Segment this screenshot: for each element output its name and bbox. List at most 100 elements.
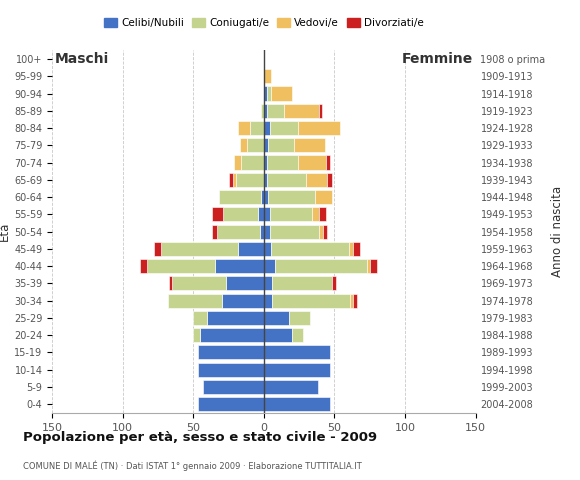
Bar — [323, 225, 327, 239]
Bar — [240, 138, 247, 152]
Bar — [267, 156, 298, 169]
Bar — [247, 138, 264, 152]
Bar — [267, 86, 271, 101]
Bar — [267, 173, 306, 187]
Bar — [264, 259, 275, 273]
Y-axis label: Età: Età — [0, 222, 12, 241]
Bar — [161, 242, 238, 256]
Bar — [267, 104, 284, 118]
Bar — [270, 121, 298, 135]
Bar — [264, 328, 292, 342]
Bar — [215, 259, 264, 273]
Bar — [292, 328, 303, 342]
Bar — [193, 328, 201, 342]
Bar — [172, 276, 226, 290]
Bar — [212, 225, 218, 239]
Legend: Celibi/Nubili, Coniugati/e, Vedovi/e, Divorziati/e: Celibi/Nubili, Coniugati/e, Vedovi/e, Di… — [100, 14, 427, 32]
Bar — [312, 207, 319, 221]
Bar — [264, 242, 271, 256]
Bar — [212, 207, 223, 221]
Bar — [367, 259, 370, 273]
Bar — [349, 242, 353, 256]
Bar — [238, 242, 264, 256]
Bar — [271, 86, 292, 101]
Bar — [264, 190, 268, 204]
Bar — [293, 138, 325, 152]
Bar — [229, 173, 233, 187]
Bar — [198, 345, 264, 360]
Bar — [306, 173, 327, 187]
Bar — [271, 242, 349, 256]
Bar — [273, 276, 332, 290]
Bar — [264, 345, 330, 360]
Bar — [264, 294, 273, 308]
Bar — [270, 225, 319, 239]
Bar — [273, 294, 350, 308]
Bar — [261, 104, 264, 118]
Bar — [260, 225, 264, 239]
Bar — [319, 207, 326, 221]
Bar — [264, 86, 267, 101]
Bar — [332, 276, 336, 290]
Bar — [319, 104, 322, 118]
Bar — [226, 276, 264, 290]
Bar — [268, 138, 293, 152]
Bar — [264, 104, 267, 118]
Bar — [218, 225, 260, 239]
Bar — [261, 190, 264, 204]
Bar — [264, 397, 330, 411]
Bar — [154, 242, 161, 256]
Text: Popolazione per età, sesso e stato civile - 2009: Popolazione per età, sesso e stato civil… — [23, 431, 378, 444]
Bar — [234, 156, 241, 169]
Bar — [198, 362, 264, 377]
Bar — [353, 294, 357, 308]
Bar — [201, 328, 264, 342]
Bar — [264, 138, 268, 152]
Bar — [353, 242, 360, 256]
Bar — [264, 173, 267, 187]
Text: Femmine: Femmine — [401, 52, 473, 66]
Bar — [264, 362, 330, 377]
Bar — [168, 294, 222, 308]
Bar — [258, 207, 264, 221]
Bar — [203, 380, 264, 394]
Bar — [275, 259, 367, 273]
Bar — [270, 207, 312, 221]
Bar — [208, 311, 264, 325]
Bar — [250, 121, 264, 135]
Bar — [264, 156, 267, 169]
Bar — [235, 173, 264, 187]
Bar — [264, 225, 270, 239]
Bar — [298, 121, 340, 135]
Bar — [233, 173, 235, 187]
Bar — [264, 121, 270, 135]
Bar — [268, 190, 315, 204]
Bar — [319, 225, 323, 239]
Bar — [327, 173, 332, 187]
Bar — [238, 121, 250, 135]
Bar — [289, 311, 310, 325]
Text: COMUNE DI MALÉ (TN) · Dati ISTAT 1° gennaio 2009 · Elaborazione TUTTITALIA.IT: COMUNE DI MALÉ (TN) · Dati ISTAT 1° genn… — [23, 461, 362, 471]
Bar — [241, 156, 264, 169]
Bar — [370, 259, 377, 273]
Bar — [219, 190, 261, 204]
Bar — [222, 294, 264, 308]
Bar — [264, 380, 317, 394]
Bar — [147, 259, 215, 273]
Bar — [140, 259, 147, 273]
Bar — [315, 190, 332, 204]
Bar — [193, 311, 208, 325]
Y-axis label: Anno di nascita: Anno di nascita — [551, 186, 564, 277]
Bar — [298, 156, 326, 169]
Bar — [264, 276, 273, 290]
Bar — [326, 156, 330, 169]
Bar — [264, 207, 270, 221]
Bar — [223, 207, 258, 221]
Bar — [284, 104, 319, 118]
Bar — [264, 69, 271, 84]
Bar — [198, 397, 264, 411]
Bar — [169, 276, 172, 290]
Bar — [264, 311, 289, 325]
Text: Maschi: Maschi — [55, 52, 109, 66]
Bar — [350, 294, 353, 308]
